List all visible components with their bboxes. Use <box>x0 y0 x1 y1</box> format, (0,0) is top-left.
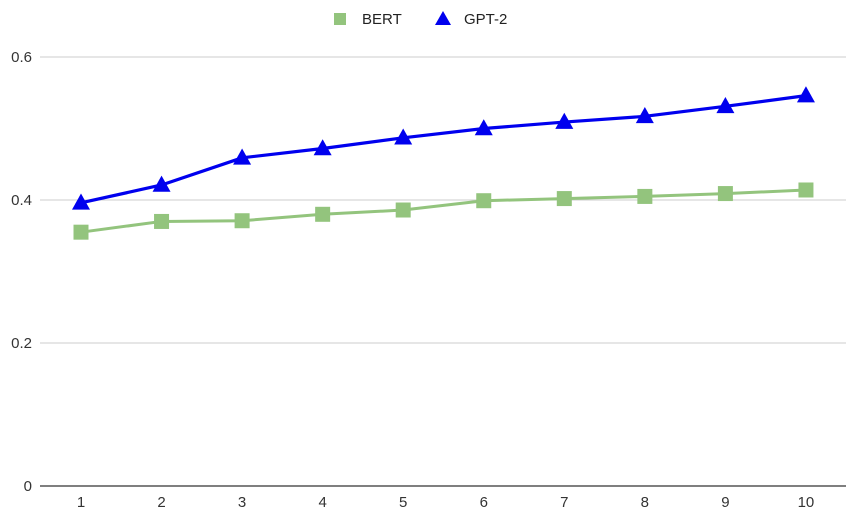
data-point <box>394 128 413 145</box>
series <box>72 86 815 240</box>
x-tick-label: 10 <box>798 494 815 511</box>
data-point <box>556 191 572 207</box>
data-point <box>476 193 492 209</box>
series-gpt-2 <box>72 86 815 210</box>
axes: 0 0.2 0.4 0.6 1 2 3 4 5 6 7 8 9 10 <box>11 49 846 511</box>
data-point <box>798 182 814 198</box>
y-tick-label: 0.6 <box>11 49 32 66</box>
y-tick-label: 0 <box>24 478 32 495</box>
legend-square-icon <box>334 13 346 25</box>
x-tick-label: 7 <box>560 494 568 511</box>
x-tick-label: 1 <box>77 494 85 511</box>
data-point <box>313 139 332 156</box>
legend-label: BERT <box>362 11 402 28</box>
data-point <box>154 213 170 229</box>
x-tick-label: 5 <box>399 494 407 511</box>
legend: BERT GPT-2 <box>334 11 507 28</box>
data-point <box>315 206 331 222</box>
legend-item: GPT-2 <box>435 11 507 28</box>
data-point <box>233 148 252 165</box>
data-point <box>72 193 90 210</box>
data-point <box>717 186 733 202</box>
series-bert <box>73 182 814 240</box>
data-point <box>474 119 493 136</box>
data-point <box>796 86 815 103</box>
x-tick-label: 6 <box>480 494 488 511</box>
gridlines <box>40 56 846 344</box>
data-point <box>716 97 735 114</box>
data-point <box>555 112 574 129</box>
x-tick-label: 2 <box>157 494 165 511</box>
x-tick-label: 9 <box>721 494 729 511</box>
data-point <box>637 188 653 204</box>
legend-label: GPT-2 <box>464 11 507 28</box>
x-tick-label: 8 <box>641 494 649 511</box>
legend-triangle-icon <box>435 11 451 25</box>
data-point <box>73 224 89 240</box>
series-line <box>80 188 807 234</box>
data-point <box>234 213 250 229</box>
series-line <box>80 94 807 205</box>
x-tick-label: 4 <box>318 494 326 511</box>
data-point <box>635 107 654 124</box>
y-tick-label: 0.4 <box>11 192 32 209</box>
x-tick-label: 3 <box>238 494 246 511</box>
legend-item: BERT <box>334 11 402 28</box>
data-point <box>395 202 411 218</box>
data-point <box>152 175 171 192</box>
y-tick-label: 0.2 <box>11 335 32 352</box>
